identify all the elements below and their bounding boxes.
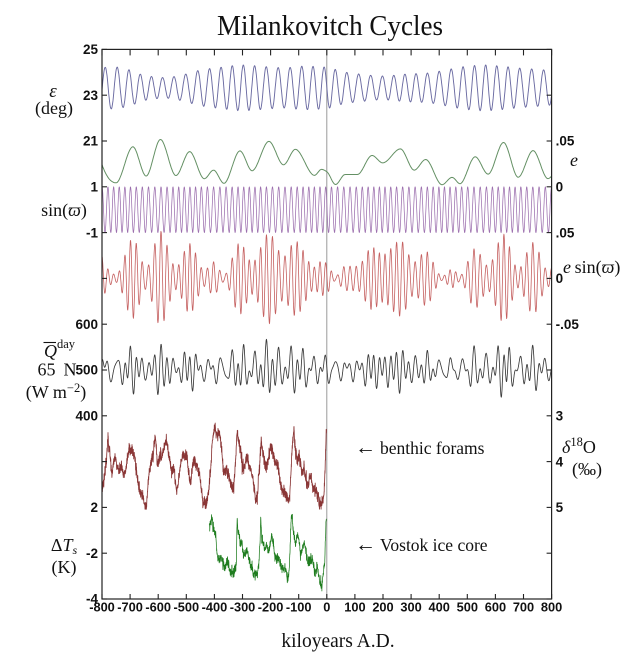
svg-text:2: 2: [90, 500, 98, 515]
svg-text:-2: -2: [86, 546, 98, 561]
svg-text:-400: -400: [202, 600, 228, 615]
svg-text:-1: -1: [86, 225, 98, 240]
svg-text:(‰): (‰): [572, 459, 602, 480]
svg-text:ΔTs: ΔTs: [51, 535, 78, 557]
svg-text:3: 3: [556, 409, 564, 424]
svg-text:25: 25: [83, 42, 99, 57]
svg-text:-600: -600: [145, 600, 171, 615]
svg-text:Milankovitch Cycles: Milankovitch Cycles: [217, 11, 443, 42]
svg-text:800: 800: [541, 600, 562, 615]
svg-text:-100: -100: [286, 600, 312, 615]
svg-text:1: 1: [90, 180, 98, 195]
svg-text:400: 400: [75, 409, 98, 424]
svg-text:-800: -800: [89, 600, 115, 615]
svg-text:200: 200: [372, 600, 393, 615]
svg-text:0: 0: [556, 180, 564, 195]
svg-text:-300: -300: [230, 600, 256, 615]
svg-text:ε: ε: [49, 81, 57, 102]
svg-text:(deg): (deg): [35, 98, 73, 119]
svg-text:65 N: 65 N: [37, 360, 76, 380]
svg-text:sin(ϖ): sin(ϖ): [41, 200, 87, 221]
svg-text:.05: .05: [556, 225, 575, 240]
svg-text:4: 4: [556, 454, 564, 469]
svg-text:δ18O: δ18O: [562, 435, 596, 457]
svg-text:23: 23: [83, 88, 99, 103]
svg-text:500: 500: [75, 363, 98, 378]
svg-text:kiloyears A.D.: kiloyears A.D.: [281, 631, 394, 652]
svg-text:700: 700: [513, 600, 534, 615]
svg-text:21: 21: [83, 134, 99, 149]
svg-text:-500: -500: [173, 600, 199, 615]
svg-text:500: 500: [457, 600, 478, 615]
svg-text:0: 0: [556, 271, 564, 286]
svg-text:e sin(ϖ): e sin(ϖ): [563, 257, 620, 278]
svg-text:300: 300: [400, 600, 421, 615]
svg-text:-200: -200: [258, 600, 284, 615]
svg-text:-700: -700: [117, 600, 143, 615]
svg-text:400: 400: [429, 600, 450, 615]
svg-text:(K): (K): [52, 557, 77, 578]
svg-text:5: 5: [556, 500, 564, 515]
svg-text:600: 600: [485, 600, 506, 615]
svg-text:-.05: -.05: [556, 317, 580, 332]
svg-text:0: 0: [323, 600, 330, 615]
svg-text:←Vostok ice core: ← Vostok ice core: [355, 532, 488, 556]
svg-text:-4: -4: [86, 592, 98, 607]
svg-text:Qday: Qday: [44, 337, 76, 361]
svg-text:.05: .05: [556, 134, 575, 149]
svg-text:←benthic forams: ← benthic forams: [355, 435, 485, 459]
svg-text:e: e: [570, 150, 578, 170]
svg-text:600: 600: [75, 317, 98, 332]
svg-text:100: 100: [344, 600, 365, 615]
